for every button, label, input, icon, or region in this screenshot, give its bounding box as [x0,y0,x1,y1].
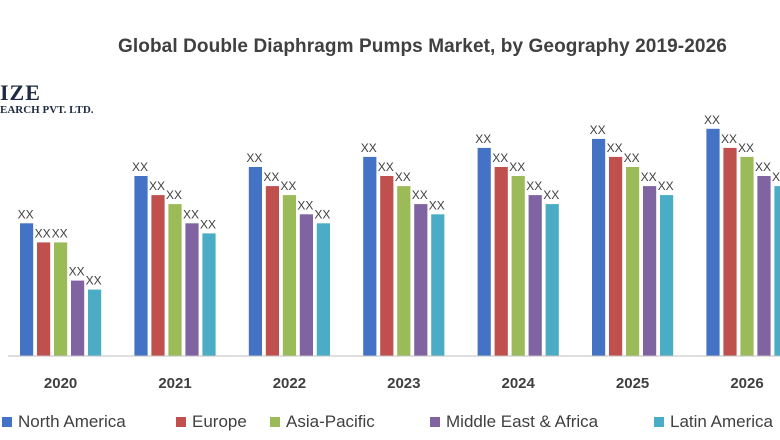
bar-middle-east-africa-2022 [299,214,313,357]
bar-north-america-2026 [706,128,720,357]
data-label-europe-2026: XX [721,132,737,146]
data-label-latin-america-2020: XX [86,274,102,288]
data-label-asia-pacific-2023: XX [395,170,411,184]
legend-item-north-america: North America [2,410,126,434]
data-label-north-america-2020: XX [18,207,34,221]
data-label-asia-pacific-2024: XX [509,160,525,174]
watermark-logo-subtext: EARCH PVT. LTD. [0,104,94,116]
legend-item-europe: Europe [176,410,247,434]
bar-latin-america-2024 [545,204,559,356]
bar-north-america-2021 [134,176,148,356]
bar-europe-2024 [494,167,508,356]
data-label-europe-2020: XX [35,226,51,240]
data-label-north-america-2021: XX [132,160,148,174]
data-label-middle-east-africa-2023: XX [412,188,428,202]
bar-asia-pacific-2025 [626,167,640,356]
data-label-middle-east-africa-2021: XX [183,207,199,221]
data-label-north-america-2023: XX [361,141,377,155]
data-label-europe-2025: XX [607,141,623,155]
data-label-north-america-2022: XX [246,151,262,165]
legend-label-europe: Europe [192,412,247,431]
data-label-latin-america-2024: XX [543,188,559,202]
bar-north-america-2024 [477,147,491,356]
data-label-latin-america-2023: XX [429,198,445,212]
bar-europe-2021 [151,195,165,356]
bar-middle-east-africa-2020 [71,280,85,356]
bar-north-america-2022 [248,167,262,356]
data-label-asia-pacific-2020: XX [52,226,68,240]
data-label-middle-east-africa-2026: XX [755,160,771,174]
data-label-middle-east-africa-2024: XX [526,179,542,193]
x-tick-label-2023: 2023 [387,375,420,392]
x-tick-label-2024: 2024 [502,375,536,392]
x-tick-label-2021: 2021 [158,375,191,392]
watermark-logo-text: IZE [0,80,41,105]
x-tick-label-2020: 2020 [44,375,77,392]
bar-asia-pacific-2026 [740,156,754,356]
x-tick-label-2026: 2026 [730,375,763,392]
data-label-latin-america-2026: XX [772,170,780,184]
bar-latin-america-2025 [660,195,674,356]
data-label-asia-pacific-2026: XX [738,141,754,155]
legend-swatch-middle-east-africa [430,417,440,427]
legend-swatch-north-america [2,417,12,427]
bar-asia-pacific-2021 [168,204,182,356]
chart-title: Global Double Diaphragm Pumps Market, by… [118,36,727,57]
data-label-north-america-2026: XX [704,113,720,127]
bar-middle-east-africa-2024 [528,195,542,356]
legend-swatch-europe [176,417,186,427]
bar-middle-east-africa-2021 [185,223,199,357]
bar-asia-pacific-2022 [282,195,296,356]
x-tick-label-2022: 2022 [273,375,306,392]
legend-label-middle-east-africa: Middle East & Africa [446,412,599,431]
bar-asia-pacific-2024 [511,176,525,356]
legend-item-asia-pacific: Asia-Pacific [270,410,375,434]
bar-europe-2025 [609,156,623,356]
legend-swatch-asia-pacific [270,417,280,427]
bar-latin-america-2026 [774,186,780,356]
bar-europe-2023 [380,176,394,356]
x-tick-label-2025: 2025 [616,375,649,392]
data-label-europe-2023: XX [378,160,394,174]
bar-north-america-2025 [592,138,606,356]
bar-europe-2022 [265,186,279,356]
legend-item-middle-east-africa: Middle East & Africa [430,410,598,434]
bar-asia-pacific-2023 [397,186,411,356]
bar-north-america-2023 [363,156,377,356]
legend-label-latin-america: Latin America [670,412,773,431]
data-label-asia-pacific-2022: XX [280,179,296,193]
bar-north-america-2020 [20,223,34,357]
bar-latin-america-2022 [316,223,330,357]
data-label-middle-east-africa-2022: XX [297,198,313,212]
data-label-middle-east-africa-2025: XX [641,170,657,184]
data-label-middle-east-africa-2020: XX [69,265,85,279]
bar-latin-america-2020 [88,289,102,356]
legend-swatch-latin-america [654,417,664,427]
data-label-latin-america-2022: XX [314,207,330,221]
data-label-latin-america-2021: XX [200,217,216,231]
bar-europe-2020 [37,242,51,356]
legend-item-latin-america: Latin America [654,410,773,434]
bar-middle-east-africa-2026 [757,176,771,356]
bar-asia-pacific-2020 [54,242,68,356]
data-label-asia-pacific-2021: XX [166,188,182,202]
bar-europe-2026 [723,147,737,356]
legend: North America Europe Asia-Pacific Middle… [0,410,780,434]
data-label-asia-pacific-2025: XX [624,151,640,165]
legend-label-north-america: North America [18,412,126,431]
data-label-europe-2022: XX [263,170,279,184]
data-label-north-america-2025: XX [590,123,606,137]
legend-label-asia-pacific: Asia-Pacific [286,412,375,431]
bar-middle-east-africa-2025 [643,186,657,356]
bar-latin-america-2023 [431,214,445,357]
data-label-europe-2024: XX [492,151,508,165]
data-label-latin-america-2025: XX [658,179,674,193]
bar-middle-east-africa-2023 [414,204,428,356]
data-label-north-america-2024: XX [475,132,491,146]
bar-latin-america-2021 [202,233,216,356]
data-label-europe-2021: XX [149,179,165,193]
